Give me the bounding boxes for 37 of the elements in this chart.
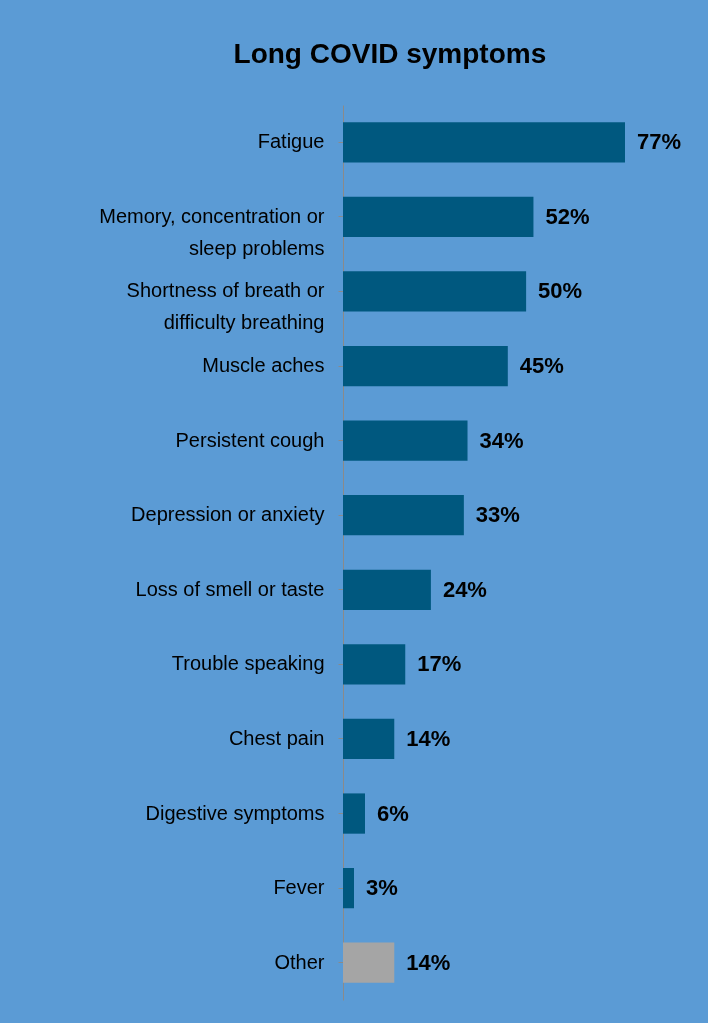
bar — [343, 420, 468, 461]
y-tick-label: Trouble speaking — [171, 652, 325, 675]
data-label: 24% — [442, 576, 487, 602]
bar — [343, 644, 406, 685]
data-label: 14% — [406, 725, 451, 751]
y-tick-label: Fatigue — [257, 130, 325, 153]
y-tick-label: Other — [274, 950, 325, 973]
y-tick-label: Digestive symptoms — [145, 801, 325, 824]
y-tick-label: Depression or anxiety — [131, 503, 325, 526]
y-tick-label: Memory, concentration or sleep problems — [99, 204, 325, 259]
data-label: 45% — [519, 353, 564, 379]
bar — [343, 495, 464, 536]
bar — [343, 271, 527, 312]
data-label: 17% — [417, 651, 462, 677]
bar — [343, 867, 354, 909]
bar — [343, 196, 534, 238]
chart-title: Long COVID symptoms — [233, 38, 547, 69]
bar — [343, 793, 365, 834]
data-label: 14% — [406, 949, 451, 975]
y-tick-label: Fever — [273, 876, 325, 899]
data-label: 77% — [637, 129, 682, 155]
bar — [343, 942, 395, 983]
bar — [343, 122, 625, 163]
y-tick-label: Shortness of breath or difficulty breathing — [126, 279, 325, 334]
data-label: 34% — [479, 427, 524, 453]
data-label: 33% — [475, 502, 520, 528]
data-label: 6% — [376, 800, 409, 826]
data-label: 50% — [538, 278, 583, 304]
data-label: 3% — [365, 875, 398, 901]
y-tick-label: Loss of smell or taste — [135, 577, 325, 600]
y-tick-label: Muscle aches — [202, 354, 325, 377]
bar — [343, 718, 395, 760]
y-tick-label: Persistent cough — [175, 428, 325, 451]
bar — [343, 569, 431, 610]
bar — [343, 345, 508, 387]
y-tick-label: Chest pain — [228, 726, 325, 749]
data-label: 52% — [545, 203, 590, 229]
